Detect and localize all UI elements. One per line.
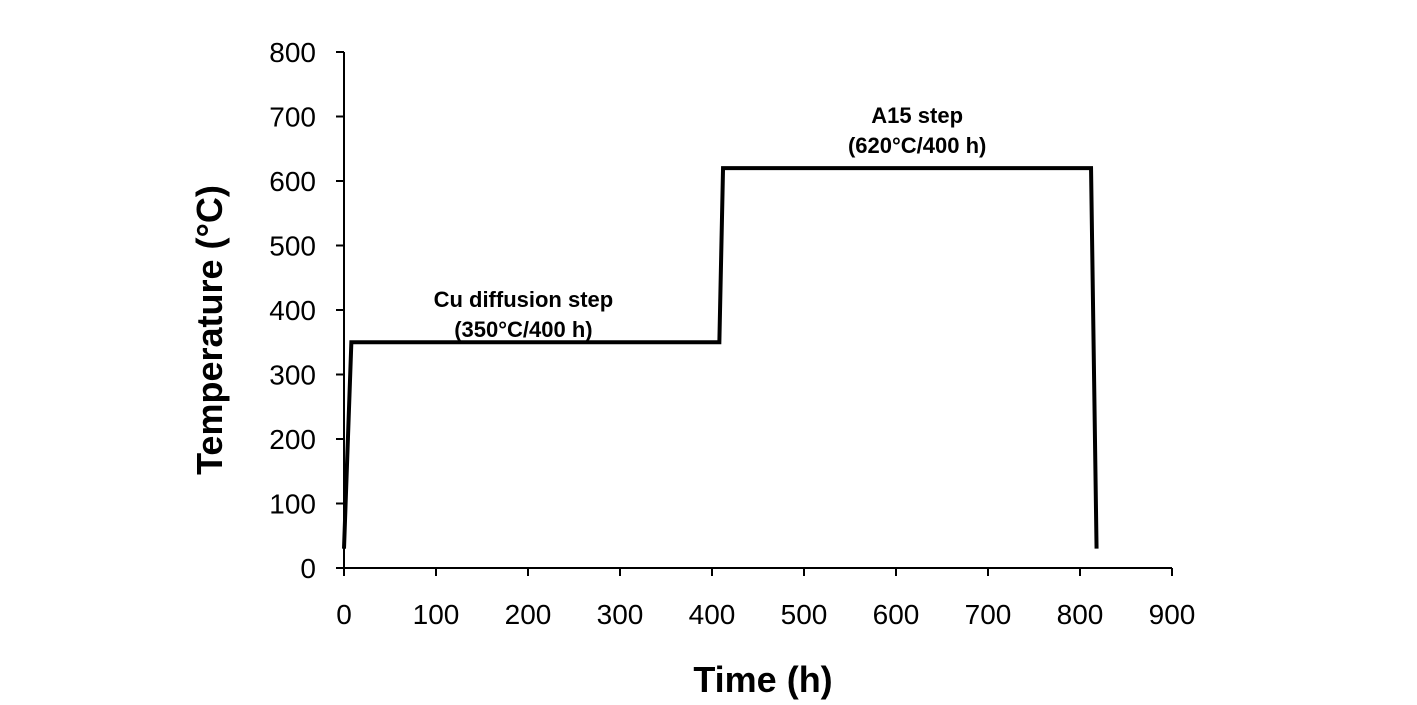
x-tick-label: 900: [1149, 599, 1196, 630]
y-tick-label: 0: [300, 553, 316, 584]
x-tick-label: 400: [689, 599, 736, 630]
y-tick-label: 400: [269, 295, 316, 326]
y-tick-label: 700: [269, 102, 316, 133]
y-tick-label: 100: [269, 489, 316, 520]
series-line-1: [342, 166, 1099, 549]
x-tick-label: 300: [597, 599, 644, 630]
x-tick-label: 0: [336, 599, 352, 630]
y-axis-title: Temperature (°C): [189, 185, 230, 475]
annotation-1: Cu diffusion step (350°C/400 h): [434, 287, 614, 342]
series: [342, 166, 1099, 549]
x-tick-label: 100: [413, 599, 460, 630]
annotation-2: A15 step (620°C/400 h): [848, 103, 986, 158]
annotation-line: Cu diffusion step: [434, 287, 614, 312]
y-tick-label: 300: [269, 360, 316, 391]
ticks: 0 100 200 300 400 500 600 700 800 900 0 100 200 300 40…: [269, 37, 1195, 630]
y-tick-label: 800: [269, 37, 316, 68]
x-tick-label: 700: [965, 599, 1012, 630]
x-tick-label: 800: [1057, 599, 1104, 630]
annotation-line: (350°C/400 h): [454, 317, 592, 342]
annotation-line: A15 step: [871, 103, 963, 128]
annotation-line: (620°C/400 h): [848, 133, 986, 158]
x-tick-label: 600: [873, 599, 920, 630]
y-tick-label: 200: [269, 424, 316, 455]
x-tick-label: 500: [781, 599, 828, 630]
x-axis-title: Time (h): [693, 659, 832, 700]
y-tick-label: 500: [269, 231, 316, 262]
x-tick-label: 200: [505, 599, 552, 630]
annotations: Cu diffusion step (350°C/400 h) A15 step (6…: [434, 103, 987, 342]
y-tick-label: 600: [269, 166, 316, 197]
